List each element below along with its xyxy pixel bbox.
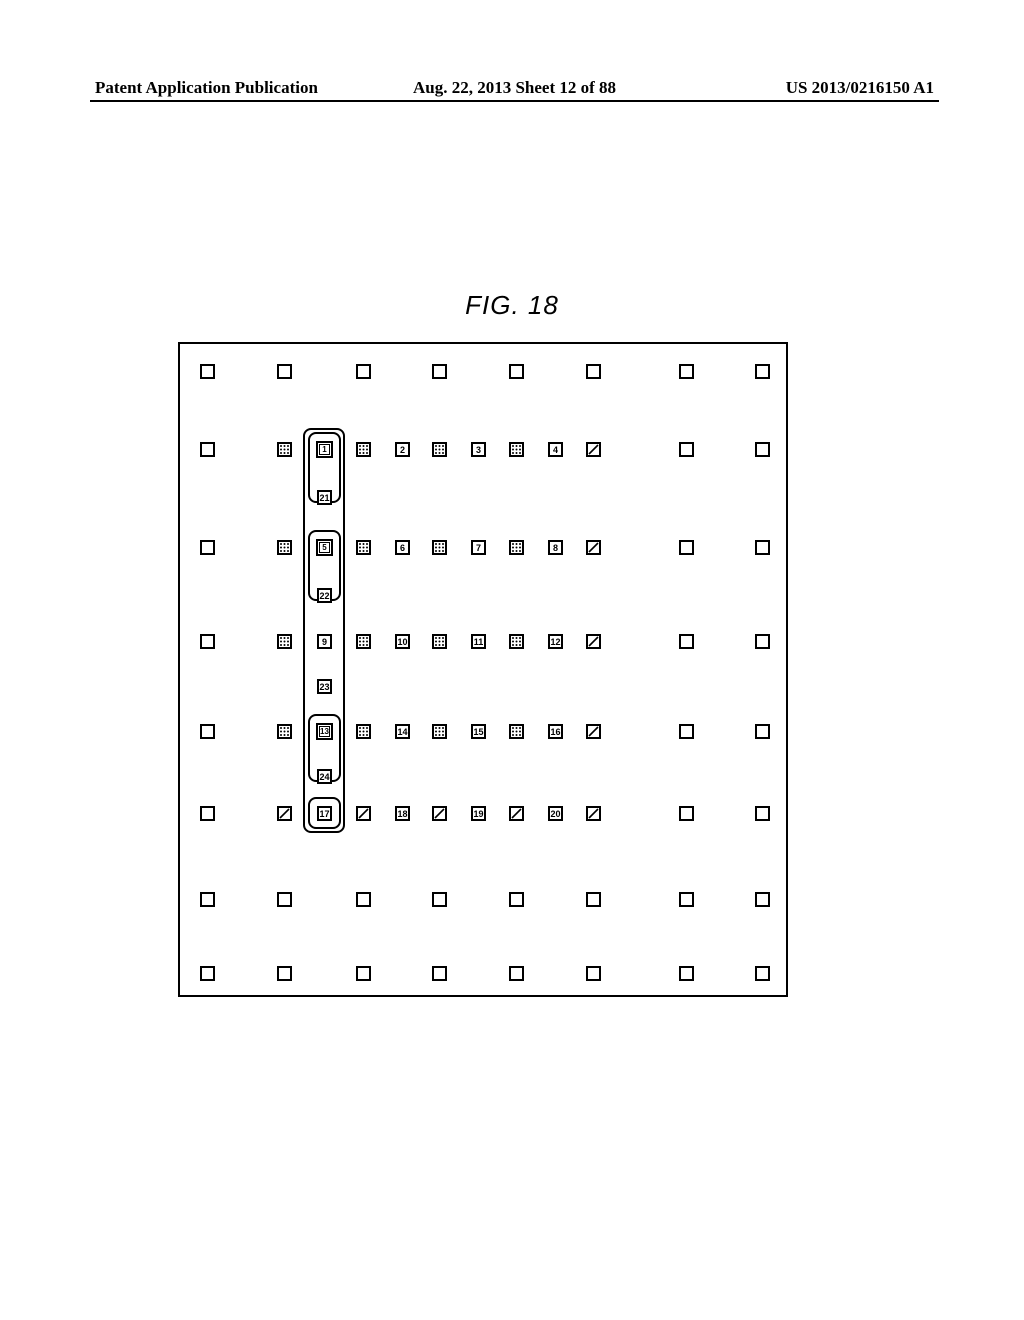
grid-square [277, 966, 292, 981]
dotted-square [509, 724, 524, 739]
numbered-square: 8 [548, 540, 563, 555]
dotted-square [432, 634, 447, 649]
dotted-square [277, 724, 292, 739]
grid-square [679, 966, 694, 981]
numbered-square: 17 [317, 806, 332, 821]
dotted-square [356, 540, 371, 555]
dotted-square [509, 442, 524, 457]
grid-square [200, 540, 215, 555]
dotted-square [509, 540, 524, 555]
dotted-square [356, 634, 371, 649]
dotted-square [277, 540, 292, 555]
grid-square [200, 966, 215, 981]
numbered-square: 16 [548, 724, 563, 739]
grid-square [679, 806, 694, 821]
grid-square [200, 892, 215, 907]
header-left: Patent Application Publication [95, 78, 318, 98]
numbered-square-double: 13 [316, 723, 333, 740]
dotted-square [432, 724, 447, 739]
diag-square [586, 540, 601, 555]
dotted-square [356, 442, 371, 457]
diag-square [586, 442, 601, 457]
dotted-square [356, 724, 371, 739]
grid-square [679, 892, 694, 907]
dotted-square [509, 634, 524, 649]
page-header: Patent Application Publication Aug. 22, … [95, 78, 934, 98]
diag-square [509, 806, 524, 821]
numbered-square: 23 [317, 679, 332, 694]
grid-square [755, 442, 770, 457]
numbered-square: 19 [471, 806, 486, 821]
grid-square [356, 892, 371, 907]
page: Patent Application Publication Aug. 22, … [0, 0, 1024, 1320]
diag-square [586, 806, 601, 821]
grid-square [679, 442, 694, 457]
grid-square [356, 364, 371, 379]
grid-square [277, 364, 292, 379]
grid-square [679, 634, 694, 649]
numbered-square: 12 [548, 634, 563, 649]
dotted-square [277, 442, 292, 457]
grid-square [277, 892, 292, 907]
grid-square [356, 966, 371, 981]
figure-frame: 123456789101112131415161718192021222324 [178, 342, 788, 997]
figure-title: FIG. 18 [465, 290, 559, 321]
dotted-square [432, 442, 447, 457]
numbered-square: 10 [395, 634, 410, 649]
grid-square [586, 364, 601, 379]
numbered-square: 6 [395, 540, 410, 555]
numbered-square-double: 5 [316, 539, 333, 556]
diag-square [432, 806, 447, 821]
grid-square [432, 364, 447, 379]
grid-square [432, 892, 447, 907]
grid-square [755, 540, 770, 555]
numbered-square: 3 [471, 442, 486, 457]
grid-square [679, 724, 694, 739]
grid-square [586, 966, 601, 981]
numbered-square: 21 [317, 490, 332, 505]
dotted-square [277, 634, 292, 649]
numbered-square: 15 [471, 724, 486, 739]
grid-square [755, 364, 770, 379]
numbered-square: 11 [471, 634, 486, 649]
grid-square [755, 724, 770, 739]
grid-square [509, 966, 524, 981]
grid-square [755, 966, 770, 981]
numbered-square: 24 [317, 769, 332, 784]
dotted-square [432, 540, 447, 555]
grid-square [200, 442, 215, 457]
grid-square [679, 364, 694, 379]
diag-square [586, 634, 601, 649]
diag-square [277, 806, 292, 821]
numbered-square: 9 [317, 634, 332, 649]
numbered-square: 18 [395, 806, 410, 821]
numbered-square: 7 [471, 540, 486, 555]
grid-square [432, 966, 447, 981]
diag-square [356, 806, 371, 821]
numbered-square: 2 [395, 442, 410, 457]
grid-square [679, 540, 694, 555]
grid-square [509, 364, 524, 379]
grid-square [755, 806, 770, 821]
grid-square [200, 806, 215, 821]
grid-square [586, 892, 601, 907]
grid-square [200, 634, 215, 649]
header-right: US 2013/0216150 A1 [786, 78, 934, 98]
grid-square [200, 364, 215, 379]
numbered-square: 22 [317, 588, 332, 603]
numbered-square: 4 [548, 442, 563, 457]
header-center: Aug. 22, 2013 Sheet 12 of 88 [413, 78, 616, 98]
numbered-square-double: 1 [316, 441, 333, 458]
diag-square [586, 724, 601, 739]
numbered-square: 20 [548, 806, 563, 821]
grid-square [755, 634, 770, 649]
numbered-square: 14 [395, 724, 410, 739]
grid-square [200, 724, 215, 739]
header-rule [90, 100, 939, 102]
grid-square [755, 892, 770, 907]
grid-square [509, 892, 524, 907]
